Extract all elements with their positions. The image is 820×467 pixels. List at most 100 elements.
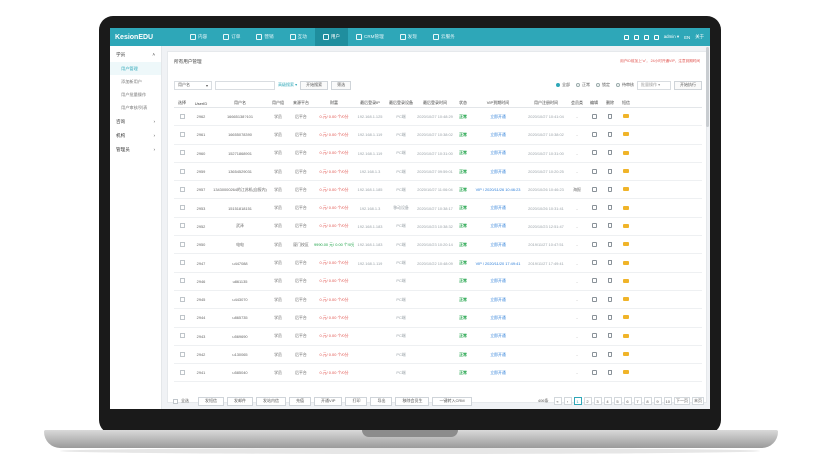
trash-icon[interactable] <box>608 186 612 192</box>
table-row[interactable]: 2953 15151818151 学员 后平台 0.元/ 0.00 个/0分 192.16… <box>174 199 702 218</box>
sidebar-item-0-3[interactable]: 用户审核/列表 <box>121 105 148 111</box>
nav-item-6[interactable]: 发现 <box>392 28 425 46</box>
bulk-button-2[interactable]: 发站内信 <box>256 396 286 406</box>
edit-icon[interactable] <box>591 296 597 302</box>
advanced-search-link[interactable]: 高级搜索 ▾ <box>278 82 298 87</box>
bulk-button-0[interactable]: 发短信 <box>198 396 224 406</box>
edit-icon[interactable] <box>591 314 597 320</box>
trash-icon[interactable] <box>608 205 612 211</box>
nav-item-7[interactable]: 云服务 <box>425 28 463 46</box>
table-row[interactable]: 2943 u569690 学员 后平台 0.元/ 0.00 个/0分 PC端 正常 立即开通 - <box>174 328 702 346</box>
page-button[interactable]: 3 <box>593 397 602 405</box>
trash-icon[interactable] <box>608 369 612 375</box>
select-all-checkbox[interactable] <box>173 398 178 404</box>
table-row[interactable]: 2959 13654529031 学员 后平台 0.元/ 0.00 个/0分 192.16… <box>174 163 702 182</box>
bulk-button-6[interactable]: 导出 <box>370 396 393 406</box>
nav-item-2[interactable]: 营销 <box>248 28 281 46</box>
user-name[interactable]: 电电 <box>236 241 244 247</box>
message-icon[interactable] <box>623 169 629 174</box>
refresh-icon[interactable] <box>653 34 659 40</box>
page-button[interactable]: 1 <box>573 397 582 405</box>
vip-expiry[interactable]: VIP / 2020/11/26 10:46:23 <box>475 187 521 193</box>
edit-icon[interactable] <box>591 260 597 266</box>
status-radio-0[interactable]: 全部 <box>556 82 570 88</box>
row-checkbox[interactable] <box>179 333 185 339</box>
edit-icon[interactable] <box>591 278 597 284</box>
batch-action-select[interactable]: 批量操作 ▾ <box>637 80 671 90</box>
edit-icon[interactable] <box>591 241 597 247</box>
app-logo[interactable]: KesionEDU <box>115 33 154 41</box>
page-button[interactable]: 2 <box>583 397 592 405</box>
table-row[interactable]: 2960 15271868901 学员 后平台 0.元/ 0.00 个/0分 192.16… <box>174 145 702 163</box>
table-row[interactable]: 2950 电电 学员 厦门校区 9990.00 元/ 0.00 个/0分 192.168.… <box>174 236 702 255</box>
edit-icon[interactable] <box>591 333 597 339</box>
vip-expiry[interactable]: 立即开通 <box>490 150 506 156</box>
page-button[interactable]: ‹ <box>563 397 572 405</box>
table-row[interactable]: 2946 u861135 学员 后平台 0.元/ 0.00 个/0分 PC端 正常 立即开通 - <box>174 273 702 291</box>
edit-icon[interactable] <box>591 223 597 229</box>
execute-button[interactable]: 开始执行 <box>674 80 702 90</box>
row-checkbox[interactable] <box>179 351 185 357</box>
sidebar-group-1[interactable]: 咨询 › <box>110 115 161 129</box>
vip-expiry[interactable]: 立即开通 <box>490 205 506 211</box>
nav-item-0[interactable]: 内容 <box>182 28 215 46</box>
vip-expiry[interactable]: 立即开通 <box>490 223 506 229</box>
user-name[interactable]: 武泽 <box>236 223 244 229</box>
bulk-button-3[interactable]: 充值 <box>289 396 311 406</box>
trash-icon[interactable] <box>608 168 612 174</box>
row-checkbox[interactable] <box>179 150 185 156</box>
message-icon[interactable] <box>623 205 629 210</box>
home-icon[interactable] <box>623 34 629 40</box>
sidebar-item-0-0[interactable]: 用户管理 <box>110 62 161 76</box>
vip-expiry[interactable]: 立即开通 <box>490 351 506 357</box>
search-button[interactable]: 开始搜索 <box>300 80 329 90</box>
sidebar-group-3[interactable]: 管理员 › <box>110 143 161 157</box>
trash-icon[interactable] <box>608 150 612 156</box>
vip-expiry[interactable]: 立即开通 <box>490 278 506 284</box>
row-checkbox[interactable] <box>179 223 185 229</box>
vip-expiry[interactable]: 立即开通 <box>490 168 506 174</box>
edit-icon[interactable] <box>591 351 597 357</box>
row-checkbox[interactable] <box>179 296 185 302</box>
language-switch[interactable]: EN <box>684 34 691 40</box>
trash-icon[interactable] <box>608 314 612 320</box>
vip-expiry[interactable]: 立即开通 <box>490 333 506 339</box>
page-button[interactable]: 9 <box>653 397 662 405</box>
row-checkbox[interactable] <box>179 205 185 211</box>
table-row[interactable]: 2962 16665138?101 学员 后平台 0.元/ 0.00 个/0分 192.1… <box>174 108 702 127</box>
search-field-select[interactable]: 用户名 ▾ <box>174 80 212 90</box>
vip-expiry[interactable]: 立即开通 <box>490 131 506 137</box>
row-checkbox[interactable] <box>179 168 185 174</box>
edit-icon[interactable] <box>591 150 597 156</box>
user-name[interactable]: u861135 <box>232 278 248 284</box>
trash-icon[interactable] <box>608 113 612 119</box>
sidebar-item-0-2[interactable]: 用户批量操作 <box>121 91 147 97</box>
table-row[interactable]: 2944 u865735 学员 后平台 0.元/ 0.00 个/0分 PC端 正常 立即开通 - <box>174 309 702 328</box>
table-row[interactable]: 2961 16655078390 学员 后平台 0.元/ 0.00 个/0分 192.16… <box>174 126 702 145</box>
bulk-button-8[interactable]: 一键转入CRM <box>432 396 472 406</box>
trash-icon[interactable] <box>608 223 612 229</box>
message-icon[interactable] <box>623 242 629 247</box>
user-name[interactable]: 15271868901 <box>228 150 252 156</box>
sidebar-item-0-1[interactable]: 添加新用户 <box>121 78 142 84</box>
trash-icon[interactable] <box>608 296 612 302</box>
message-icon[interactable] <box>623 114 629 119</box>
page-button[interactable]: 4 <box>603 397 612 405</box>
user-name[interactable]: 16665138?101 <box>227 114 253 120</box>
row-checkbox[interactable] <box>179 314 185 320</box>
bulk-button-4[interactable]: 开通VIP <box>314 396 343 406</box>
status-radio-3[interactable]: 待审核 <box>616 82 634 88</box>
edit-icon[interactable] <box>591 369 597 375</box>
nav-item-5[interactable]: CRM管理 <box>348 28 392 46</box>
page-button[interactable]: 5 <box>613 397 622 405</box>
edit-icon[interactable] <box>591 113 597 119</box>
message-icon[interactable] <box>623 187 629 192</box>
page-button[interactable]: 下一页 <box>674 397 690 405</box>
page-button[interactable]: 8 <box>643 397 652 405</box>
vip-expiry[interactable]: 立即开通 <box>490 113 506 119</box>
row-checkbox[interactable] <box>179 131 185 137</box>
user-name[interactable]: u865735 <box>232 315 248 321</box>
bulk-button-1[interactable]: 发邮件 <box>227 396 253 406</box>
message-icon[interactable] <box>623 297 629 302</box>
message-icon[interactable] <box>623 132 629 137</box>
